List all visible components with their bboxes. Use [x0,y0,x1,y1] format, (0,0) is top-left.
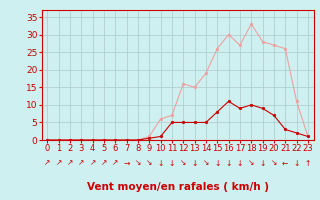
Text: ↓: ↓ [191,158,198,168]
Text: ↗: ↗ [67,158,73,168]
Text: ↗: ↗ [55,158,62,168]
Text: ↗: ↗ [44,158,51,168]
Text: ↗: ↗ [112,158,118,168]
Text: ↓: ↓ [260,158,266,168]
Text: ↓: ↓ [157,158,164,168]
Text: ↗: ↗ [89,158,96,168]
Text: ↓: ↓ [237,158,243,168]
Text: Vent moyen/en rafales ( km/h ): Vent moyen/en rafales ( km/h ) [87,182,268,192]
Text: ↓: ↓ [169,158,175,168]
Text: ↘: ↘ [146,158,152,168]
Text: ↘: ↘ [271,158,277,168]
Text: ↓: ↓ [225,158,232,168]
Text: ↘: ↘ [248,158,254,168]
Text: ↑: ↑ [305,158,311,168]
Text: ↘: ↘ [135,158,141,168]
Text: ↓: ↓ [293,158,300,168]
Text: →: → [124,158,130,168]
Text: ←: ← [282,158,288,168]
Text: ↗: ↗ [101,158,107,168]
Text: ↘: ↘ [203,158,209,168]
Text: ↗: ↗ [78,158,84,168]
Text: ↓: ↓ [214,158,220,168]
Text: ↘: ↘ [180,158,187,168]
